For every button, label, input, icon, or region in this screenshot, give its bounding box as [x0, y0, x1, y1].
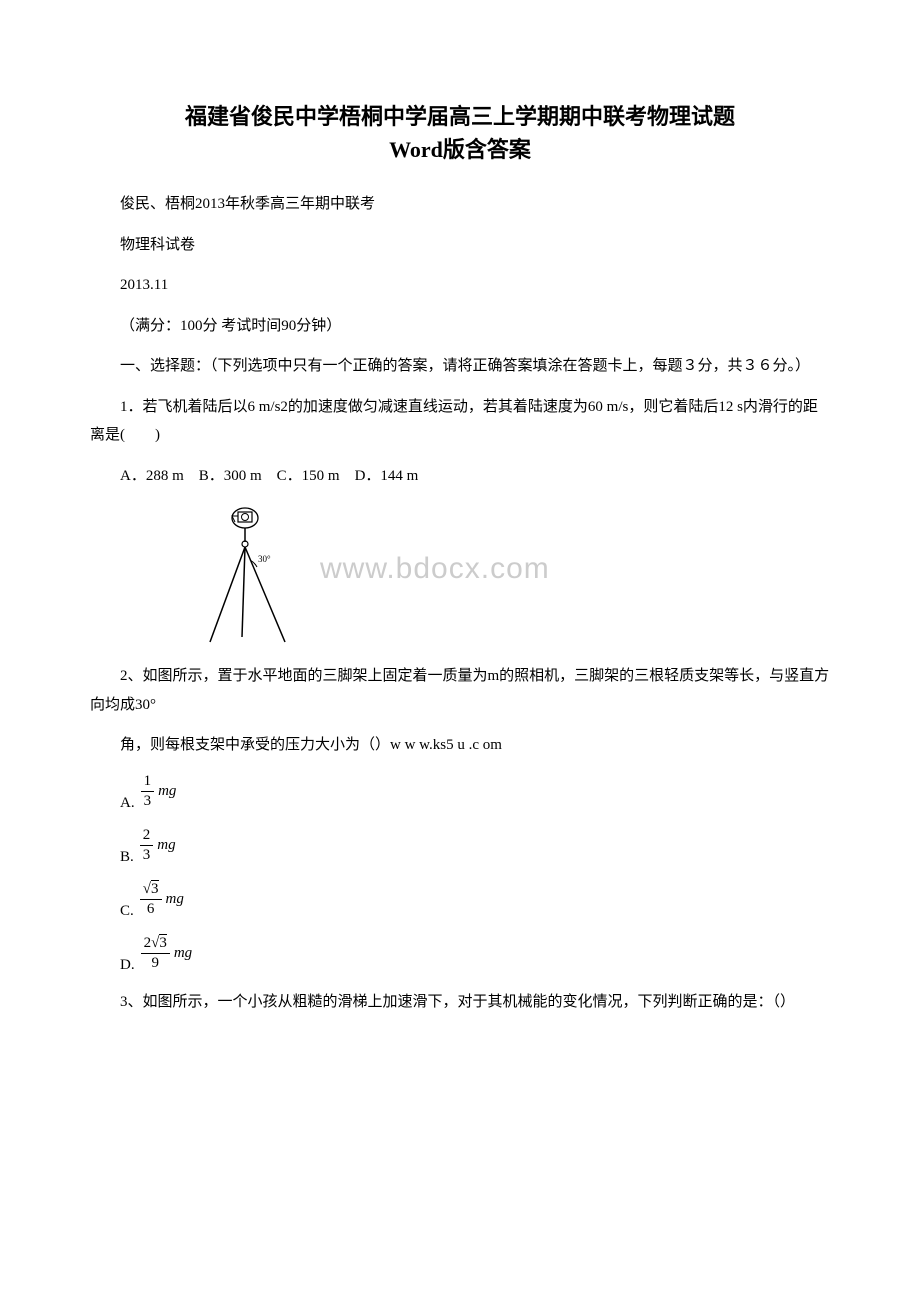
- frac-d-den: 9: [141, 954, 170, 974]
- mg-suffix: mg: [166, 891, 184, 908]
- opt-d-label: D.: [120, 957, 135, 974]
- coef-d: 2: [144, 935, 152, 951]
- exam-info: （满分：100分 考试时间90分钟）: [90, 312, 830, 341]
- frac-c-num: √3: [140, 880, 162, 901]
- mg-suffix: mg: [158, 783, 176, 800]
- fraction-b: 2 3: [140, 826, 154, 866]
- frac-a-num: 1: [141, 772, 155, 793]
- tripod-angle-label: 30°: [258, 554, 271, 564]
- section-1-header: 一、选择题：（下列选项中只有一个正确的答案，请将正确答案填涂在答题卡上，每题３分…: [90, 352, 830, 381]
- question-1-text: 1．若飞机着陆后以6 m/s2的加速度做匀减速直线运动，若其着陆速度为60 m/…: [90, 393, 830, 450]
- title-line-1: 福建省俊民中学梧桐中学届高三上学期期中联考物理试题: [185, 104, 735, 129]
- question-3-text: 3、如图所示，一个小孩从粗糙的滑梯上加速滑下，对于其机械能的变化情况，下列判断正…: [90, 988, 830, 1017]
- tripod-figure: www.bdocx.com 30°: [190, 502, 550, 652]
- sqrt-c-val: 3: [151, 880, 159, 897]
- tripod-icon: 30°: [190, 502, 320, 652]
- title-line-2: Word版含答案: [389, 137, 531, 162]
- sqrt-d-val: 3: [159, 934, 167, 951]
- question-2-text-post: 角，则每根支架中承受的压力大小为（）w w w.ks5 u .c om: [90, 731, 830, 760]
- question-2-text: 2、如图所示，置于水平地面的三脚架上固定着一质量为m的照相机，三脚架的三根轻质支…: [90, 662, 830, 719]
- q2-option-a: A. 1 3 mg: [120, 772, 830, 812]
- watermark-text: www.bdocx.com: [320, 552, 550, 586]
- q2-text-pre: 2、如图所示，置于水平地面的三脚架上固定着一质量为m的照相机，三脚架的三根轻质支…: [90, 668, 829, 713]
- date-line: 2013.11: [90, 271, 830, 300]
- frac-b-den: 3: [140, 846, 154, 866]
- q2-option-b: B. 2 3 mg: [120, 826, 830, 866]
- mg-suffix: mg: [174, 945, 192, 962]
- subtitle: 俊民、梧桐2013年秋季高三年期中联考: [90, 190, 830, 219]
- q2-option-c: C. √3 6 mg: [120, 880, 830, 920]
- fraction-c: √3 6: [140, 880, 162, 920]
- opt-c-label: C.: [120, 903, 134, 920]
- subject-line: 物理科试卷: [90, 231, 830, 260]
- question-1-options: A．288 m B．300 m C．150 m D．144 m: [90, 462, 830, 491]
- opt-b-label: B.: [120, 849, 134, 866]
- q2-option-d: D. 2√3 9 mg: [120, 934, 830, 974]
- fraction-a: 1 3: [141, 772, 155, 812]
- fraction-d: 2√3 9: [141, 934, 170, 974]
- frac-d-num: 2√3: [141, 934, 170, 955]
- opt-a-label: A.: [120, 795, 135, 812]
- frac-c-den: 6: [140, 900, 162, 920]
- mg-suffix: mg: [157, 837, 175, 854]
- frac-a-den: 3: [141, 792, 155, 812]
- document-title: 福建省俊民中学梧桐中学届高三上学期期中联考物理试题 Word版含答案: [90, 100, 830, 166]
- q2-angle: 30°: [135, 697, 156, 713]
- frac-b-num: 2: [140, 826, 154, 847]
